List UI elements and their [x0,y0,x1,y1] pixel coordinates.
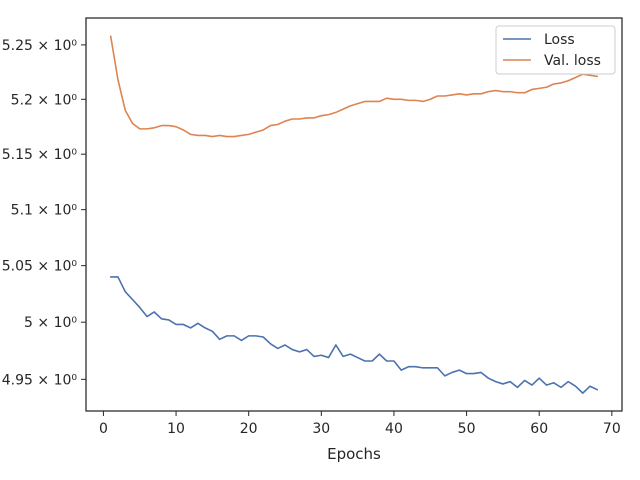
x-axis-label: Epochs [327,445,381,463]
y-axis-ticks: 4.95 × 10⁰ 5 × 10⁰ 5.05 × 10⁰ 5.1 × 10⁰ 5.15… [2,38,86,388]
x-tick-label: 0 [99,421,108,437]
x-tick-label: 50 [458,421,476,437]
series-layer [109,35,599,394]
x-axis-ticks: 0 10 20 30 40 50 60 70 [99,411,621,437]
x-tick-label: 40 [385,421,403,437]
plot-frame [85,17,623,412]
series-line-loss [109,276,599,394]
legend-label: Val. loss [544,53,601,69]
x-tick-label: 20 [240,421,258,437]
legend-box [495,25,616,75]
y-tick-label: 5.2 × 10⁰ [11,92,78,108]
x-tick-label: 60 [530,421,548,437]
y-tick-label: 5.05 × 10⁰ [2,259,78,275]
series-line-val-loss [109,35,599,138]
legend: Loss Val. loss [495,25,616,75]
y-tick-label: 5.15 × 10⁰ [2,147,78,163]
y-tick-label: 5.1 × 10⁰ [11,203,78,219]
x-tick-label: 70 [603,421,621,437]
legend-label: Loss [544,32,575,48]
y-tick-label: 4.95 × 10⁰ [2,372,78,388]
y-tick-label: 5 × 10⁰ [24,315,77,331]
x-tick-label: 10 [167,421,185,437]
y-tick-label: 5.25 × 10⁰ [2,38,78,54]
x-tick-label: 30 [312,421,330,437]
